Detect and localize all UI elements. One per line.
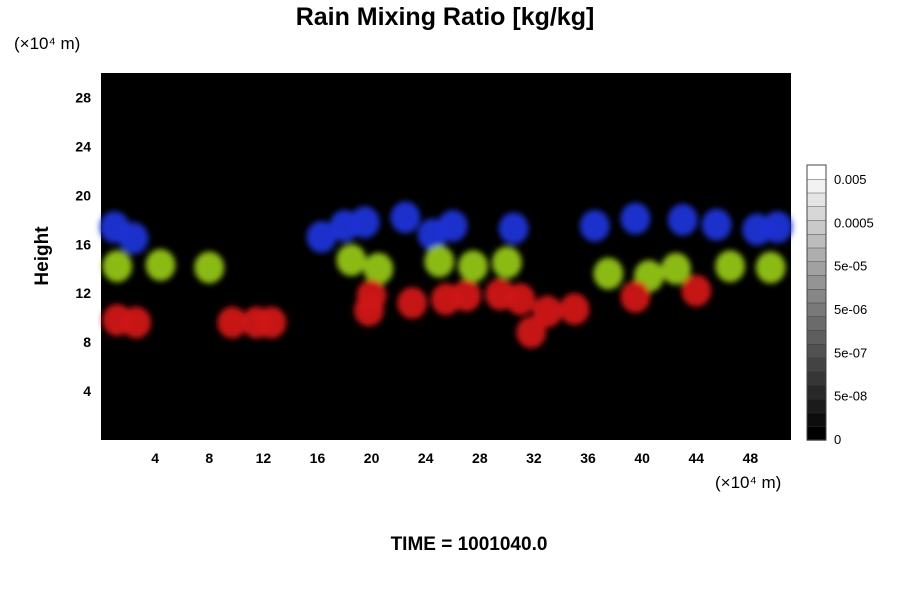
- data-cell: [620, 280, 651, 313]
- data-cell: [492, 246, 522, 279]
- data-cell: [390, 201, 421, 234]
- data-cell: [532, 295, 563, 328]
- data-cell: [102, 250, 133, 283]
- data-layer: [99, 201, 793, 349]
- data-cell: [579, 210, 610, 242]
- y-tick-label: 4: [83, 383, 91, 399]
- colorbar-level: [806, 192, 827, 207]
- colorbar-level: [806, 357, 827, 372]
- time-footer: TIME = 1001040.0: [391, 534, 548, 555]
- data-cell: [458, 250, 488, 283]
- x-tick-label: 36: [580, 450, 596, 466]
- colorbar-tick-label: 0: [834, 432, 841, 447]
- y-axis-unit: (×10⁴ m): [14, 34, 80, 53]
- data-cell: [661, 252, 691, 285]
- data-cell: [336, 244, 367, 277]
- colorbar-tick-label: 0.005: [834, 172, 867, 187]
- x-tick-label: 8: [205, 450, 213, 466]
- x-tick-label: 16: [310, 450, 326, 466]
- colorbar-level: [806, 247, 827, 262]
- data-cell: [424, 245, 455, 278]
- data-cell: [354, 294, 384, 327]
- colorbar-labels: 0.005 0.0005 5e-05 5e-06 5e-07 5e-08 0: [834, 172, 874, 447]
- colorbar-level: [806, 343, 827, 359]
- colorbar-tick-label: 5e-06: [834, 302, 867, 317]
- y-tick-label: 24: [75, 138, 91, 154]
- colorbar-level: [806, 233, 827, 249]
- y-axis-label: Height: [32, 226, 53, 286]
- colorbar-level: [806, 288, 827, 304]
- data-cell: [559, 293, 590, 326]
- x-tick-label: 28: [472, 450, 488, 466]
- x-tick-label: 24: [418, 450, 434, 466]
- x-tick-label: 40: [634, 450, 650, 466]
- data-cell: [145, 249, 176, 281]
- data-cell: [417, 218, 448, 251]
- y-tick-label: 16: [75, 236, 91, 252]
- data-cell: [306, 221, 337, 253]
- data-cell: [762, 211, 793, 244]
- data-cell: [451, 279, 482, 312]
- y-tick-label: 12: [75, 285, 91, 301]
- x-tick-label: 12: [256, 450, 272, 466]
- x-tick-label: 48: [743, 450, 759, 466]
- data-cell: [620, 202, 651, 235]
- data-cell: [217, 306, 248, 339]
- x-tick-label: 32: [526, 450, 542, 466]
- data-cell: [256, 306, 287, 339]
- colorbar-tick-label: 5e-08: [834, 389, 867, 404]
- colorbar-level: [806, 316, 827, 331]
- colorbar-tick-label: 5e-05: [834, 259, 867, 274]
- x-tick-label: 44: [689, 450, 705, 466]
- colorbar-level: [806, 426, 827, 441]
- data-cell: [349, 206, 380, 239]
- data-cell: [755, 251, 786, 284]
- x-axis-ticks: 4 8 12 16 20 24 28 32 36 40 44 48: [151, 450, 758, 466]
- data-cell: [516, 316, 547, 349]
- colorbar-level: [806, 206, 827, 221]
- x-axis-unit: (×10⁴ m): [715, 473, 781, 492]
- colorbar-level: [806, 302, 827, 317]
- colorbar-level: [806, 412, 827, 427]
- data-cell: [667, 203, 698, 236]
- data-cell: [498, 212, 529, 245]
- colorbar-level: [806, 398, 827, 414]
- data-cell: [397, 287, 428, 319]
- data-cell: [194, 251, 225, 284]
- colorbar-level: [806, 329, 827, 345]
- y-tick-label: 20: [75, 187, 91, 203]
- data-cell: [593, 257, 624, 290]
- colorbar-tick-label: 0.0005: [834, 215, 874, 230]
- data-cell: [363, 252, 394, 285]
- data-cell: [121, 306, 152, 339]
- data-cell: [701, 208, 732, 241]
- colorbar: [806, 164, 827, 441]
- data-cell: [118, 222, 149, 255]
- colorbar-frame: [806, 164, 827, 441]
- colorbar-level: [806, 371, 827, 386]
- colorbar-level: [806, 178, 827, 194]
- colorbar-level: [806, 274, 827, 290]
- y-tick-label: 28: [75, 89, 91, 105]
- colorbar-level: [806, 219, 827, 235]
- colorbar-level: [806, 261, 827, 276]
- y-axis-ticks: 4 8 12 16 20 24 28: [75, 89, 91, 399]
- data-cell: [505, 283, 536, 316]
- colorbar-level: [806, 164, 827, 180]
- data-cell: [715, 250, 746, 283]
- x-tick-label: 4: [151, 450, 159, 466]
- colorbar-tick-label: 5e-07: [834, 345, 867, 360]
- x-tick-label: 20: [364, 450, 380, 466]
- data-cell: [681, 274, 712, 307]
- chart-title: Rain Mixing Ratio [kg/kg]: [296, 3, 595, 31]
- colorbar-level: [806, 384, 827, 400]
- y-tick-label: 8: [83, 334, 91, 350]
